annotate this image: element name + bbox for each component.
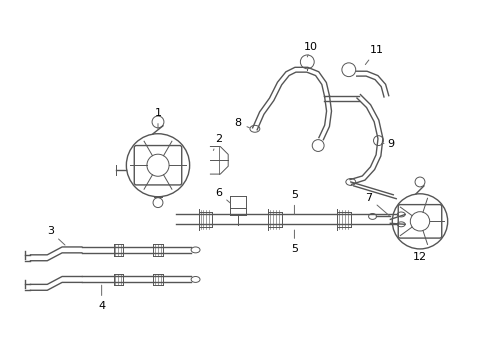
Text: 12: 12 (413, 252, 427, 262)
Text: 5: 5 (291, 190, 298, 215)
Text: 4: 4 (98, 285, 105, 311)
Text: 10: 10 (304, 42, 318, 57)
Text: 7: 7 (365, 193, 389, 216)
Text: 11: 11 (366, 45, 384, 64)
Text: 6: 6 (215, 188, 230, 203)
Text: 9: 9 (381, 139, 394, 149)
Text: 1: 1 (154, 108, 162, 129)
Text: 8: 8 (235, 118, 249, 128)
Text: 3: 3 (47, 226, 65, 245)
Text: 2: 2 (213, 134, 222, 150)
Text: 5: 5 (291, 230, 298, 254)
